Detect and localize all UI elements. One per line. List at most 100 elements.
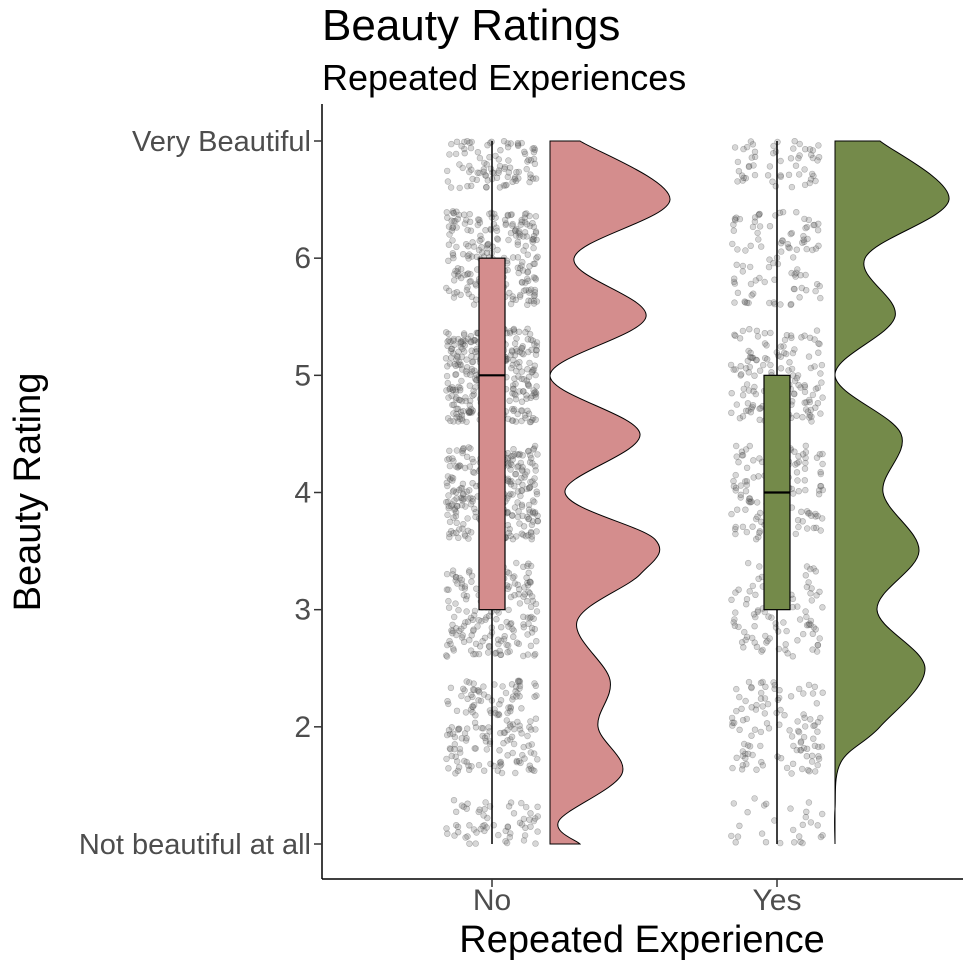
data-point [529, 478, 536, 485]
data-point [469, 495, 476, 502]
data-point [524, 325, 531, 332]
data-point [517, 492, 524, 500]
data-point [788, 229, 795, 237]
data-point [463, 758, 470, 766]
data-point [756, 367, 764, 374]
data-point [749, 223, 757, 231]
data-point [449, 571, 456, 578]
data-point [770, 299, 777, 306]
data-point [515, 363, 523, 371]
data-point [510, 446, 517, 453]
data-point [461, 757, 468, 765]
data-point [514, 254, 522, 261]
data-point [465, 444, 472, 451]
data-point [819, 689, 826, 696]
data-point [733, 685, 740, 693]
data-point [472, 745, 479, 752]
data-point [523, 392, 530, 399]
data-point [445, 287, 453, 294]
x-axis-ticks: No Yes [473, 879, 801, 917]
data-point [815, 220, 822, 228]
data-point [813, 327, 821, 334]
data-point [472, 712, 479, 719]
data-point [505, 803, 513, 810]
data-point [751, 372, 758, 379]
data-point [770, 259, 777, 267]
data-point [478, 236, 485, 243]
data-point [736, 726, 743, 733]
data-point [525, 588, 532, 595]
data-point [527, 726, 535, 733]
data-point [755, 211, 762, 219]
data-point [515, 678, 522, 685]
data-point [520, 531, 527, 539]
data-point [458, 142, 465, 150]
data-point [799, 630, 807, 638]
data-point [525, 447, 532, 455]
data-point [496, 647, 503, 655]
data-point [750, 457, 757, 464]
data-point [730, 719, 738, 726]
data-point [530, 149, 538, 156]
data-point [807, 621, 814, 628]
data-point [515, 640, 522, 648]
data-point [529, 766, 536, 774]
data-point [808, 512, 815, 519]
data-point [531, 260, 538, 267]
data-point [530, 260, 537, 268]
data-point [505, 529, 512, 536]
data-point [740, 145, 747, 153]
data-point [497, 729, 504, 737]
data-point [486, 612, 493, 619]
data-point [454, 265, 462, 272]
data-point [529, 238, 536, 246]
data-point [746, 743, 754, 750]
data-point [500, 138, 508, 145]
data-point [460, 520, 467, 528]
data-point [793, 246, 800, 253]
data-point [471, 607, 479, 615]
data-point [742, 697, 749, 705]
data-point [743, 715, 750, 723]
data-point [798, 334, 805, 341]
data-point [531, 498, 538, 506]
data-point [447, 640, 454, 648]
data-point [802, 459, 809, 467]
data-point [445, 241, 453, 248]
data-point [453, 289, 461, 296]
data-point [742, 636, 749, 644]
data-point [518, 466, 526, 473]
data-point [517, 221, 524, 228]
data-point [516, 388, 523, 395]
data-point [509, 293, 516, 300]
data-point [761, 330, 768, 337]
data-point [504, 173, 511, 181]
data-point [515, 373, 522, 380]
data-point [749, 402, 757, 409]
data-point [794, 372, 802, 379]
data-point [460, 638, 468, 645]
data-point [507, 300, 515, 308]
data-point [817, 483, 825, 490]
data-point [509, 405, 516, 413]
data-point [485, 240, 492, 248]
data-point [446, 533, 453, 541]
data-point [450, 254, 457, 262]
data-point [745, 678, 753, 686]
data-point [471, 719, 479, 726]
data-point [530, 155, 538, 163]
data-point [806, 334, 814, 341]
data-point [508, 461, 515, 468]
data-point [731, 331, 738, 338]
data-point [739, 268, 746, 275]
data-point [742, 175, 749, 182]
data-point [497, 651, 504, 658]
data-point [817, 410, 824, 417]
data-point [786, 727, 793, 734]
data-point [507, 723, 514, 730]
data-point [459, 417, 466, 424]
chart-title: Beauty Ratings [322, 1, 620, 50]
data-point [527, 157, 535, 164]
data-point [451, 497, 458, 504]
data-point [730, 800, 737, 807]
